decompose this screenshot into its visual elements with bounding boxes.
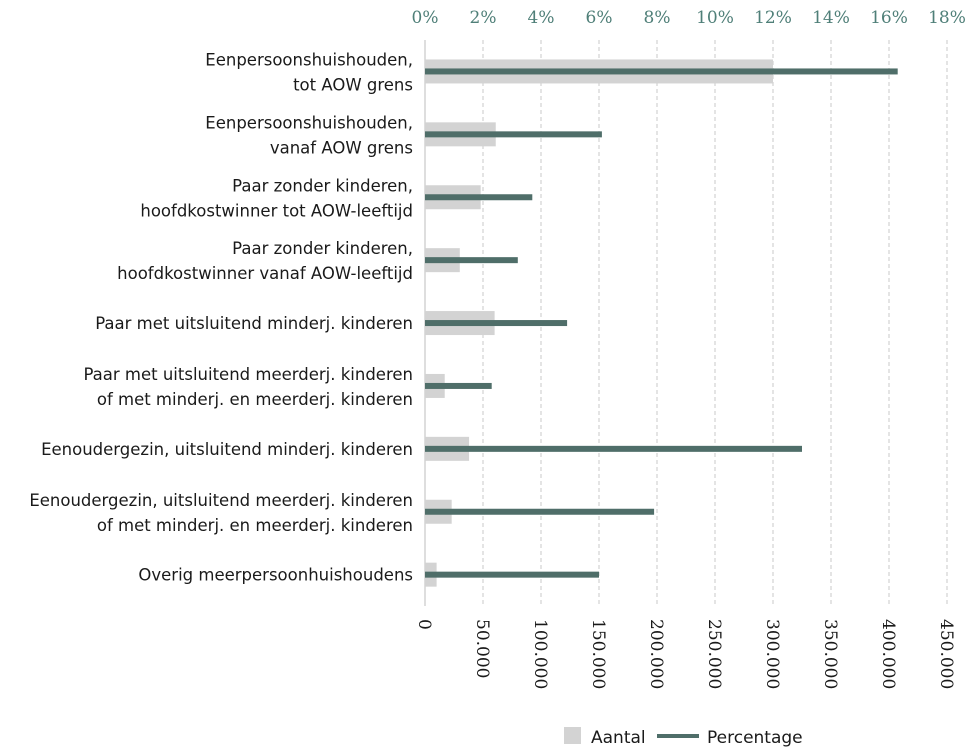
category-labels: Eenpersoonshuishouden, tot AOW grens Eenpe… (29, 50, 413, 584)
category-label: Overig meerpersoonhuishoudens (138, 566, 413, 585)
bottom-tick-label: 150.000 (588, 619, 608, 689)
top-tick-label: 2% (470, 8, 497, 28)
bar-percentage (425, 131, 602, 138)
top-axis-ticks: 0% 2% 4% 6% 8% 10% 12% 14% 16% 18% (412, 8, 966, 28)
bottom-tick-label: 400.000 (878, 619, 898, 689)
category-label: Paar zonder kinderen, hoofdkostwinner tot… (140, 176, 413, 220)
legend: Aantal Percentage (564, 727, 803, 748)
top-tick-label: 0% (412, 8, 439, 28)
top-tick-label: 14% (812, 8, 850, 28)
category-label: Eenoudergezin, uitsluitend meerderj. kin… (29, 491, 413, 535)
top-tick-label: 6% (586, 8, 613, 28)
top-tick-label: 12% (754, 8, 792, 28)
bars-group (425, 59, 898, 587)
bar-percentage (425, 194, 533, 201)
top-tick-label: 8% (644, 8, 671, 28)
legend-swatch-percentage (657, 734, 699, 738)
top-tick-label: 10% (696, 8, 734, 28)
bar-percentage (425, 320, 568, 327)
category-label: Eenoudergezin, uitsluitend minderj. kind… (41, 440, 413, 459)
bottom-tick-label: 250.000 (704, 619, 724, 689)
category-label: Paar met uitsluitend minderj. kinderen (95, 314, 413, 333)
bottom-tick-label: 100.000 (530, 619, 550, 689)
bottom-axis-ticks: 0 50.000 100.000 150.000 200.000 250.000 300.0… (414, 619, 956, 689)
category-label: Paar met uitsluitend meerderj. kinderen o… (83, 365, 413, 409)
top-tick-label: 4% (528, 8, 555, 28)
bottom-tick-label: 450.000 (936, 619, 956, 689)
category-label: Eenpersoonshuishouden, vanaf AOW grens (205, 113, 413, 157)
top-tick-label: 16% (870, 8, 908, 28)
bottom-tick-label: 200.000 (646, 619, 666, 689)
legend-swatch-aantal (564, 727, 581, 744)
category-label: Eenpersoonshuishouden, tot AOW grens (205, 50, 413, 94)
bottom-tick-label: 50.000 (472, 619, 492, 678)
bar-percentage (425, 382, 492, 389)
legend-label-percentage: Percentage (707, 728, 803, 748)
bar-percentage (425, 571, 599, 578)
bar-percentage (425, 508, 655, 515)
bar-percentage (425, 68, 898, 75)
bottom-tick-label: 0 (414, 619, 434, 630)
bar-percentage (425, 257, 518, 264)
bottom-tick-label: 350.000 (820, 619, 840, 689)
top-tick-label: 18% (928, 8, 966, 28)
bar-percentage (425, 445, 802, 452)
legend-label-aantal: Aantal (591, 728, 646, 748)
category-label: Paar zonder kinderen, hoofdkostwinner van… (117, 239, 413, 283)
bottom-tick-label: 300.000 (762, 619, 782, 689)
